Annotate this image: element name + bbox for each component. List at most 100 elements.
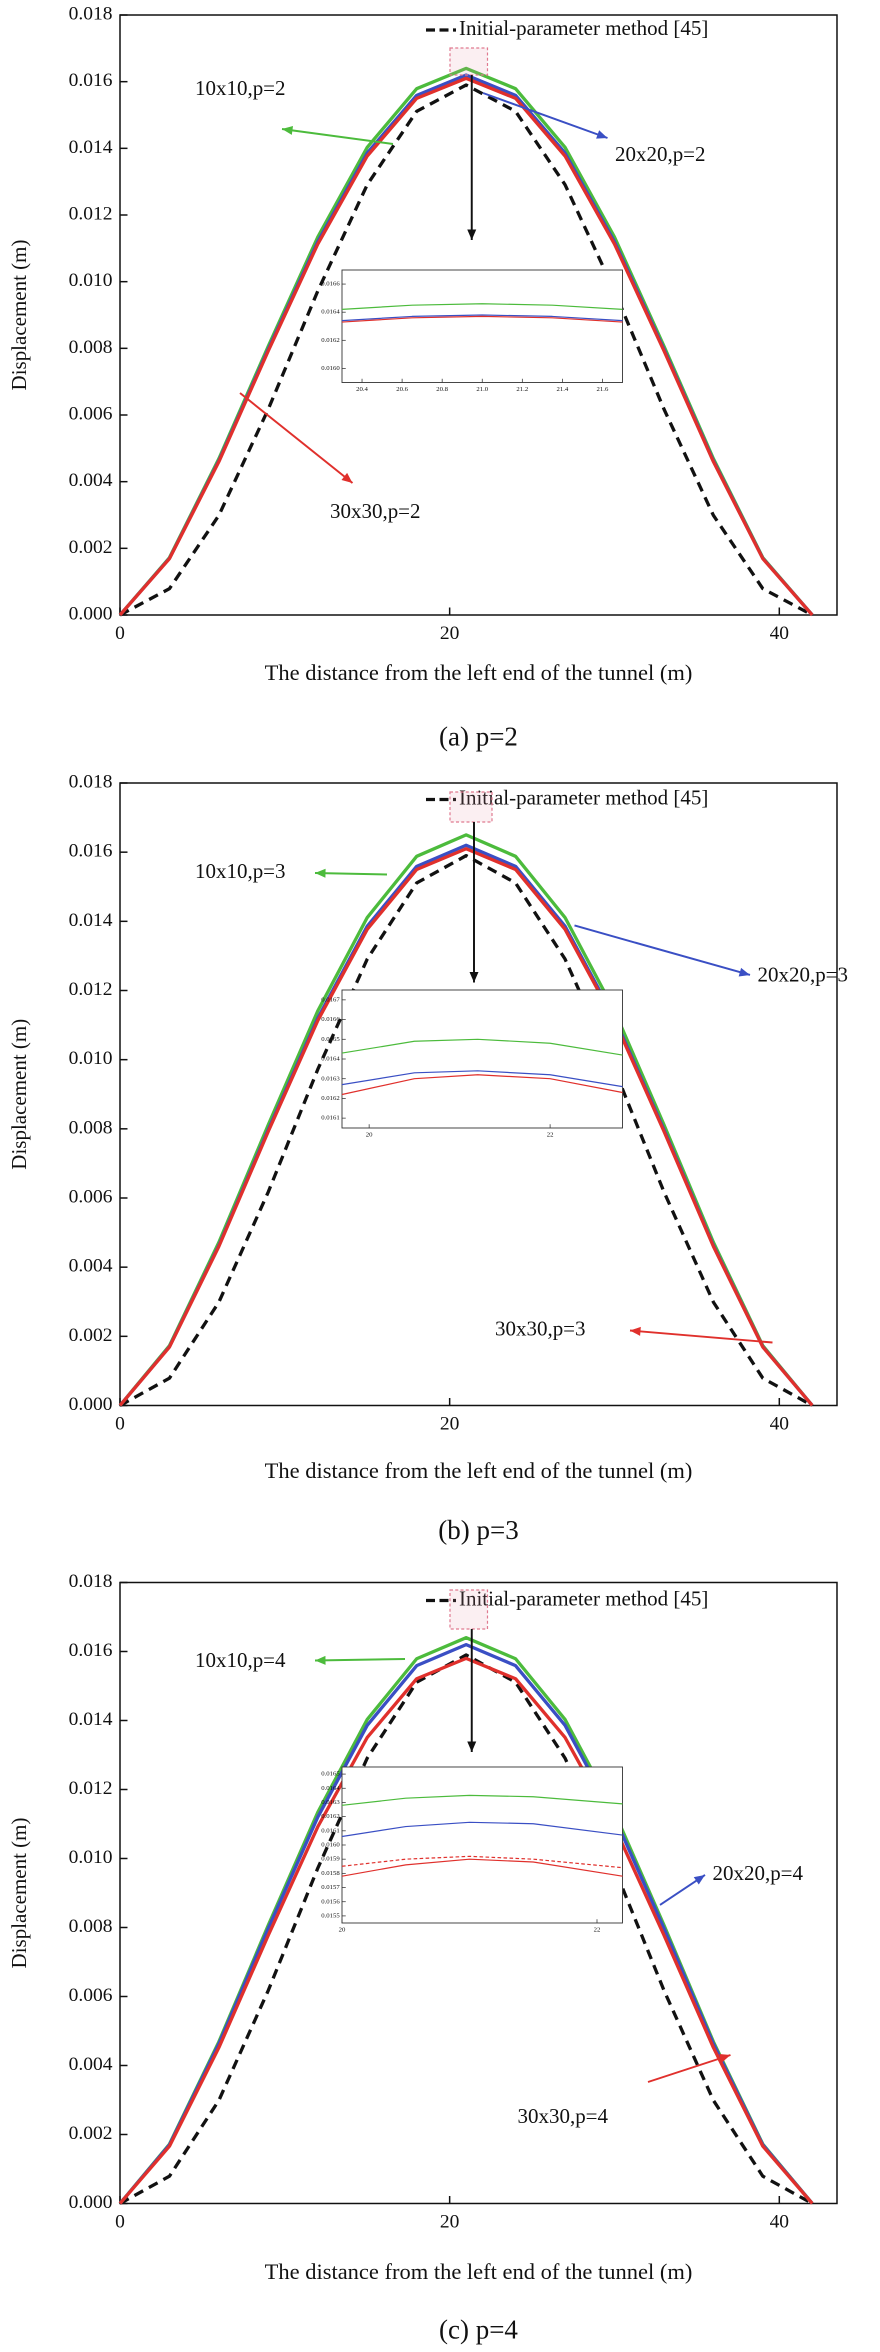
arrow-head xyxy=(281,125,294,135)
annotation-label: 10x10,p=4 xyxy=(195,1648,286,1672)
inset-y-tick-label: 0.0156 xyxy=(321,1898,340,1905)
inset-y-tick-label: 0.0165 xyxy=(321,1036,340,1043)
series-line xyxy=(341,1074,623,1096)
y-tick-label: 0.012 xyxy=(69,203,113,224)
inset-x-tick-label: 20 xyxy=(339,1926,346,1933)
annotation-arrow xyxy=(647,2054,731,2083)
series-line xyxy=(341,1858,623,1877)
annotation-arrow xyxy=(281,128,394,145)
series-line xyxy=(341,315,623,323)
inset-y-tick-label: 0.0162 xyxy=(321,1813,340,1820)
inset-y-tick-label: 0.0160 xyxy=(321,1842,340,1849)
inset-y-tick-label: 0.0161 xyxy=(321,1115,340,1122)
y-tick-label: 0.008 xyxy=(69,337,113,358)
inset-y-tick-label: 0.0162 xyxy=(321,1095,340,1102)
y-tick-label: 0.006 xyxy=(69,1985,113,2006)
caption: (a) p=2 xyxy=(439,722,518,752)
series-line xyxy=(119,853,814,1407)
y-axis-label: Displacement (m) xyxy=(7,1019,31,1170)
y-tick-label: 0.002 xyxy=(69,1325,113,1346)
arrow-head xyxy=(467,1741,477,1752)
y-tick-label: 0.002 xyxy=(69,2123,113,2144)
x-tick-label: 40 xyxy=(770,1413,789,1434)
x-tick-label: 0 xyxy=(115,1413,125,1434)
annotation-label: 10x10,p=3 xyxy=(195,859,286,883)
x-tick-label: 40 xyxy=(770,623,789,644)
y-tick-label: 0.004 xyxy=(69,2054,113,2075)
y-tick-label: 0.012 xyxy=(69,1778,113,1799)
arrow-head xyxy=(719,2053,731,2063)
inset-y-tick-label: 0.0160 xyxy=(321,365,340,372)
inset-x-tick-label: 20.4 xyxy=(356,386,368,393)
x-tick-label: 0 xyxy=(115,2211,125,2232)
arrow-head xyxy=(314,868,326,878)
y-tick-label: 0.006 xyxy=(69,1186,113,1207)
arrow-head xyxy=(693,1874,705,1885)
series-line xyxy=(341,1794,623,1806)
series-line xyxy=(119,1653,814,2205)
x-axis-label: The distance from the left end of the tu… xyxy=(265,660,693,685)
y-tick-label: 0.008 xyxy=(69,1916,113,1937)
series-line xyxy=(341,303,623,310)
annotation-label: 30x30,p=2 xyxy=(330,499,421,523)
annotation-label: 20x20,p=4 xyxy=(712,1861,803,1885)
inset-x-tick-label: 20.8 xyxy=(436,386,448,393)
y-tick-label: 0.010 xyxy=(69,270,113,291)
annotation-label: 10x10,p=2 xyxy=(195,76,286,100)
annotation-arrow xyxy=(629,1329,773,1344)
inset-y-tick-label: 0.0163 xyxy=(321,1799,340,1806)
inset-x-tick-label: 22 xyxy=(547,1131,554,1138)
series-line xyxy=(118,847,814,1407)
legend-label: Initial-parameter method [45] xyxy=(459,16,708,40)
annotation-arrow xyxy=(314,872,388,876)
x-axis-label: The distance from the left end of the tu… xyxy=(265,1458,693,1483)
inset-y-tick-label: 0.0164 xyxy=(321,1785,340,1792)
annotation-label: 30x30,p=3 xyxy=(495,1316,586,1340)
annotation-arrow xyxy=(574,924,751,976)
inset-y-tick-label: 0.0166 xyxy=(321,281,340,288)
y-tick-label: 0.010 xyxy=(69,1048,113,1069)
arrow-head xyxy=(314,1655,326,1665)
inset-frame xyxy=(341,989,623,1129)
arrow-head xyxy=(341,472,353,484)
inset-y-tick-label: 0.0167 xyxy=(321,996,340,1003)
x-tick-label: 40 xyxy=(770,2211,789,2232)
y-tick-label: 0.004 xyxy=(69,470,113,491)
y-tick-label: 0.000 xyxy=(69,603,113,624)
series-line xyxy=(341,1855,623,1869)
inset-y-tick-label: 0.0159 xyxy=(321,1856,340,1863)
x-tick-label: 20 xyxy=(440,1413,459,1434)
y-tick-label: 0.010 xyxy=(69,1847,113,1868)
y-tick-label: 0.004 xyxy=(69,1256,113,1277)
inset-x-tick-label: 21.4 xyxy=(556,386,568,393)
y-tick-label: 0.016 xyxy=(69,841,113,862)
caption: (c) p=4 xyxy=(439,2315,518,2345)
x-tick-label: 20 xyxy=(440,2211,459,2232)
plot-frame xyxy=(119,14,838,616)
arrow-head xyxy=(629,1326,641,1336)
plot-frame xyxy=(119,782,838,1407)
inset-y-tick-label: 0.0163 xyxy=(321,1075,340,1082)
y-tick-label: 0.014 xyxy=(69,1709,113,1730)
legend-label: Initial-parameter method [45] xyxy=(459,785,708,809)
inset-x-tick-label: 20 xyxy=(366,1131,373,1138)
inset-y-tick-label: 0.0161 xyxy=(321,1827,340,1834)
inset-y-tick-label: 0.0166 xyxy=(321,1016,340,1023)
inset-y-tick-label: 0.0165 xyxy=(321,1771,340,1778)
y-tick-label: 0.006 xyxy=(69,403,113,424)
series-line xyxy=(118,76,814,617)
annotation-arrow xyxy=(314,1658,406,1662)
inset-y-tick-label: 0.0155 xyxy=(321,1912,340,1919)
y-tick-label: 0.014 xyxy=(69,910,113,931)
inset-x-tick-label: 21.6 xyxy=(597,386,609,393)
annotation-arrow xyxy=(239,392,354,484)
zoom-box xyxy=(449,1589,489,1630)
series-line xyxy=(341,1070,623,1088)
annotation-label: 20x20,p=2 xyxy=(615,142,706,166)
arrow-head xyxy=(596,130,608,139)
legend-label: Initial-parameter method [45] xyxy=(459,1586,708,1610)
inset-y-tick-label: 0.0157 xyxy=(321,1884,340,1891)
inset-x-tick-label: 21.0 xyxy=(476,386,488,393)
